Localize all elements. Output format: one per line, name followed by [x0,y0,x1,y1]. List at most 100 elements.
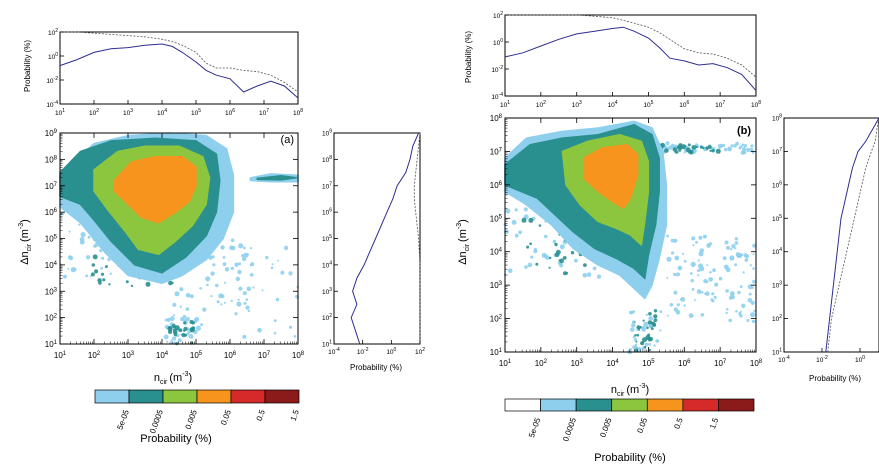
y-tick-label-base: 10 [45,129,54,138]
y-tick-label: 101 [772,348,782,357]
y-tick-label-base: 10 [322,289,330,296]
y-tick-label-exp: 7 [54,182,58,188]
y-tick-label: 109 [45,129,58,138]
density-speck [632,335,636,339]
x-tick-label-base: 10 [225,110,233,117]
density-speck [223,301,226,304]
density-speck [252,286,255,289]
cumulative-dashed-line [60,31,299,93]
x-tick-label-base: 10 [499,359,508,368]
density-speck [634,345,637,349]
x-tick-label: 106 [225,108,235,117]
x-tick-label-base: 10 [292,351,301,360]
density-speck [722,256,727,261]
panel-a-xlabel-unit: (m [169,372,182,384]
density-speck [636,328,639,331]
density-speck [238,286,243,291]
y-tick-label: 105 [322,234,332,243]
x-tick-label-exp: 2 [543,100,546,106]
x-tick-label: 105 [191,108,201,117]
x-tick-label: 101 [499,359,512,368]
y-tick-label-base: 10 [491,67,499,74]
density-speck [691,145,697,150]
density-speck [166,317,171,322]
y-tick-label: 10-4 [46,100,58,109]
marginal-frame [333,132,421,345]
density-speck [737,253,743,258]
density-speck [194,316,200,322]
x-tick-label-base: 10 [572,102,580,109]
density-speck [93,244,97,248]
y-tick-label-exp: 9 [54,129,58,135]
x-tick-label-exp: 4 [615,359,619,365]
y-tick-label: 107 [490,147,503,156]
density-speck [653,318,658,323]
panel-b-label: (b) [737,125,751,137]
panel-a-ylabel-exp: -3 [18,223,25,229]
density-speck [735,310,738,313]
density-speck [230,299,233,302]
density-speck [712,268,716,273]
panel-b-xlabel-var: n [611,384,617,396]
panel-b-xlabel-sub: cir [617,391,625,398]
x-tick-label-exp: 3 [579,359,583,365]
density-speck [680,297,686,302]
density-speck [647,320,653,325]
x-tick-label: 10-2 [357,347,369,356]
density-speck [693,299,696,302]
panel-b-colorbar-label: Probability (%) [594,452,666,464]
density-speck [100,272,105,276]
density-speck [87,235,91,239]
colorbar-tick-label: 5e-05 [115,408,131,431]
y-tick-label: 107 [322,181,332,190]
density-speck [172,336,177,341]
x-tick-label-base: 10 [571,359,580,368]
density-speck [189,327,195,333]
density-speck [243,301,247,305]
colorbar-box [504,398,541,412]
x-tick-label-base: 10 [89,110,97,117]
y-tick-label-base: 10 [46,78,54,85]
panel-b-heatmap: 101 102 103 104 105 106 107 1081011021031041051… [490,114,763,368]
density-speck [280,270,285,275]
x-tick-label-base: 10 [855,357,863,364]
panel-a-right-marginal: 10-4 10-2 100 10210110210310410510610710810… [322,129,425,357]
density-speck [541,252,547,258]
y-tick-label-base: 10 [45,235,54,244]
density-speck [743,253,748,258]
density-speck [242,291,247,296]
plot-frame [504,117,757,353]
density-speck [721,143,726,148]
density-speck [265,255,269,260]
panel-b-ylabel: Δncir(m-3) [456,219,471,265]
density-speck [230,266,234,271]
x-tick-label-base: 10 [386,349,394,356]
density-speck [747,297,753,303]
density-speck [85,255,91,260]
x-tick-label-base: 10 [778,357,786,364]
y-tick-label-base: 10 [772,283,780,290]
x-tick-label-exp: 7 [723,359,727,365]
density-speck [273,319,277,322]
x-tick-label: 102 [415,347,425,356]
density-speck [729,291,735,296]
density-speck [514,208,518,212]
y-tick-label-base: 10 [45,261,54,270]
colorbar-tick-label: 0.05 [635,416,649,434]
density-speck [549,256,552,260]
density-speck [664,148,669,153]
colorbar-tick-label: 0.5 [255,408,267,422]
density-speck [246,286,252,292]
density-speck [725,267,731,273]
density-speck [666,314,669,317]
density-speck [170,339,173,342]
colorbar-tick-label: 5e-05 [527,416,543,439]
density-speck [237,269,242,275]
colorbar-tick-label: 0.5 [672,416,684,430]
density-speck [220,245,225,250]
density-speck [734,263,738,267]
density-speck [109,272,113,275]
y-tick-label-exp: 2 [779,314,782,320]
density-speck [167,329,173,334]
density-speck [241,254,244,258]
